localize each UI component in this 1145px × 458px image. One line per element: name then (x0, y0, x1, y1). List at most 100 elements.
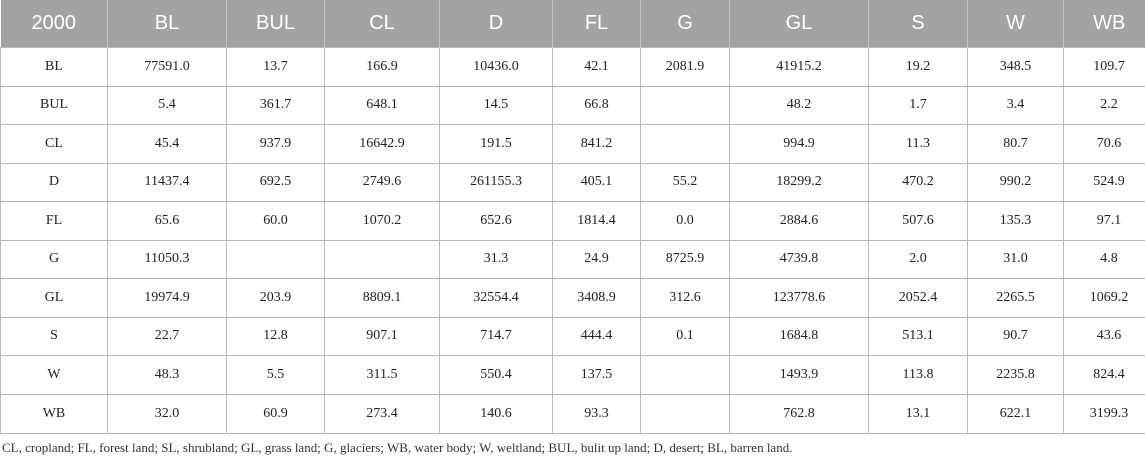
table-cell: 140.6 (439, 393, 553, 434)
table-cell: 361.7 (226, 85, 325, 125)
table-cell: 4.8 (1063, 239, 1145, 279)
table-cell: 2052.4 (868, 278, 968, 318)
table-cell: 65.6 (107, 201, 227, 241)
table-body: BL 77591.0 13.7 166.9 10436.0 42.1 2081.9 41915… (0, 47, 1145, 434)
table-cell: 93.3 (552, 393, 641, 434)
table-row: S 22.7 12.8 907.1 714.7 444.4 0.1 1684.8 513.1 90… (0, 316, 1145, 356)
row-label-cell: S (0, 316, 108, 356)
table-cell: 43.6 (1063, 316, 1145, 356)
table-cell: 1684.8 (729, 316, 869, 356)
row-label-cell: GL (0, 278, 108, 318)
table-cell: 762.8 (729, 393, 869, 434)
table-cell: 8809.1 (324, 278, 440, 318)
table-cell: 123778.6 (729, 278, 869, 318)
table-cell: 77591.0 (107, 47, 227, 87)
row-label-cell: BUL (0, 85, 108, 125)
table-cell: 311.5 (324, 355, 440, 395)
table-cell: 692.5 (226, 162, 325, 202)
table-cell: 444.4 (552, 316, 641, 356)
table-cell: 5.5 (226, 355, 325, 395)
table-cell: 513.1 (868, 316, 968, 356)
table-cell: 470.2 (868, 162, 968, 202)
table-cell: 0.0 (640, 201, 730, 241)
table-cell: 32554.4 (439, 278, 553, 318)
row-label-cell: WB (0, 393, 108, 434)
table-cell: 42.1 (552, 47, 641, 87)
table-cell: 19.2 (868, 47, 968, 87)
table-cell: 13.7 (226, 47, 325, 87)
header-cell-bul: BUL (226, 0, 325, 48)
table-cell (640, 124, 730, 164)
table-cell: 32.0 (107, 393, 227, 434)
table-row: W 48.3 5.5 311.5 550.4 137.5 1493.9 113.8 2235.8… (0, 355, 1145, 395)
header-cell-wb: WB (1063, 0, 1145, 48)
header-cell-d: D (439, 0, 553, 48)
table-cell: 11050.3 (107, 239, 227, 279)
table-cell: 994.9 (729, 124, 869, 164)
header-cell-g: G (640, 0, 730, 48)
table-cell (640, 355, 730, 395)
table-cell: 48.3 (107, 355, 227, 395)
table-cell: 11437.4 (107, 162, 227, 202)
table-cell: 714.7 (439, 316, 553, 356)
table-cell: 524.9 (1063, 162, 1145, 202)
table-cell: 19974.9 (107, 278, 227, 318)
table-cell: 907.1 (324, 316, 440, 356)
table-cell: 60.9 (226, 393, 325, 434)
table-cell: 12.8 (226, 316, 325, 356)
table-cell: 2265.5 (967, 278, 1064, 318)
table-cell: 4739.8 (729, 239, 869, 279)
table-cell: 66.8 (552, 85, 641, 125)
header-year-cell: 2000 (0, 0, 108, 48)
table-cell: 18299.2 (729, 162, 869, 202)
table-cell: 45.4 (107, 124, 227, 164)
table-cell: 622.1 (967, 393, 1064, 434)
table-cell: 2884.6 (729, 201, 869, 241)
table-row: FL 65.6 60.0 1070.2 652.6 1814.4 0.0 2884.6 507.… (0, 201, 1145, 241)
row-label-cell: W (0, 355, 108, 395)
table-row: WB 32.0 60.9 273.4 140.6 93.3 762.8 13.1 622.1 31… (0, 393, 1145, 434)
table-row: D 11437.4 692.5 2749.6 261155.3 405.1 55.2 1829… (0, 162, 1145, 202)
table-cell: 990.2 (967, 162, 1064, 202)
table-cell: 70.6 (1063, 124, 1145, 164)
header-cell-gl: GL (729, 0, 869, 48)
table-cell: 135.3 (967, 201, 1064, 241)
table-cell: 3408.9 (552, 278, 641, 318)
table-cell: 2.2 (1063, 85, 1145, 125)
table-cell: 1.7 (868, 85, 968, 125)
table-cell: 1814.4 (552, 201, 641, 241)
table-cell: 273.4 (324, 393, 440, 434)
table-cell: 3.4 (967, 85, 1064, 125)
table-cell: 14.5 (439, 85, 553, 125)
table-cell: 824.4 (1063, 355, 1145, 395)
table-cell: 2081.9 (640, 47, 730, 87)
row-label-cell: D (0, 162, 108, 202)
row-label-cell: G (0, 239, 108, 279)
table-cell: 16642.9 (324, 124, 440, 164)
table-row: CL 45.4 937.9 16642.9 191.5 841.2 994.9 11.3 80.… (0, 124, 1145, 164)
table-cell: 937.9 (226, 124, 325, 164)
table-cell: 261155.3 (439, 162, 553, 202)
table-cell: 10436.0 (439, 47, 553, 87)
table-cell: 137.5 (552, 355, 641, 395)
table-cell: 113.8 (868, 355, 968, 395)
table-cell: 5.4 (107, 85, 227, 125)
table-cell (226, 239, 325, 279)
table-cell: 24.9 (552, 239, 641, 279)
header-cell-w: W (967, 0, 1064, 48)
table-cell: 41915.2 (729, 47, 869, 87)
table-cell: 31.0 (967, 239, 1064, 279)
table-cell: 60.0 (226, 201, 325, 241)
table-cell: 90.7 (967, 316, 1064, 356)
row-label-cell: CL (0, 124, 108, 164)
table-cell: 841.2 (552, 124, 641, 164)
table-row: GL 19974.9 203.9 8809.1 32554.4 3408.9 312.6 12… (0, 278, 1145, 318)
table-cell: 191.5 (439, 124, 553, 164)
header-cell-s: S (868, 0, 968, 48)
header-cell-cl: CL (324, 0, 440, 48)
table-cell: 1069.2 (1063, 278, 1145, 318)
table-cell: 13.1 (868, 393, 968, 434)
table-cell: 31.3 (439, 239, 553, 279)
header-cell-fl: FL (552, 0, 641, 48)
table-cell: 55.2 (640, 162, 730, 202)
